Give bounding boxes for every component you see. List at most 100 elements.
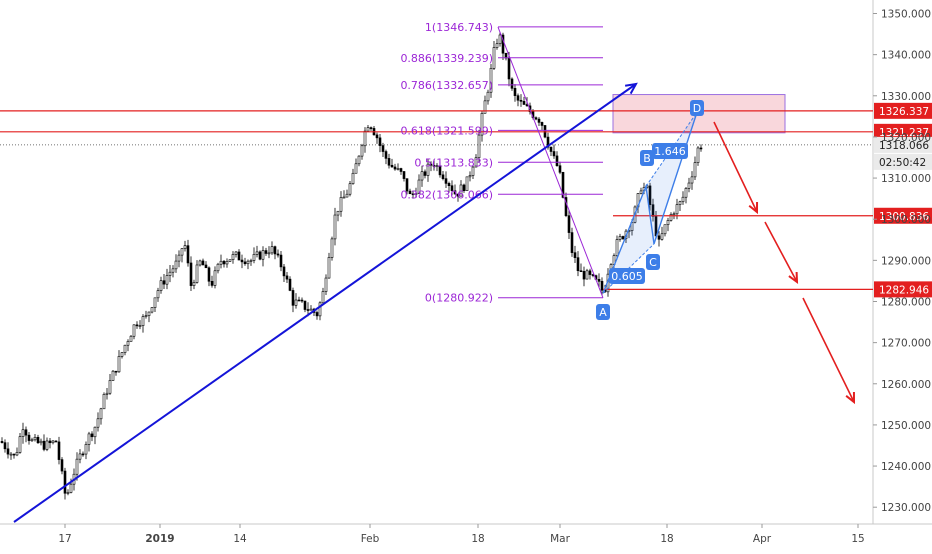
fib-level-label: 1(1346.743) xyxy=(425,21,493,34)
candle-body xyxy=(285,275,289,280)
sr-price-tag xyxy=(874,123,932,140)
candle-body xyxy=(57,441,61,460)
candle-body xyxy=(45,440,49,450)
candle-body xyxy=(69,483,73,493)
price-axis: 1230.000 1240.000 1250.000 1260.000 1270.000… xyxy=(873,9,931,514)
projection-arrowhead xyxy=(788,271,799,285)
fib-level-label: 0.5(1313.833) xyxy=(414,156,493,169)
support-resistance-group: 1326.337 1321.237 1300.836 1282.946 xyxy=(0,102,932,298)
candle-body xyxy=(534,117,538,120)
candle-body xyxy=(33,436,37,441)
candle-body xyxy=(111,370,115,381)
candle-body xyxy=(279,254,283,268)
candle-body xyxy=(138,325,142,327)
candle-body xyxy=(615,239,619,256)
candle-body xyxy=(564,197,568,216)
candle-body xyxy=(39,440,43,444)
candle-body xyxy=(417,179,421,194)
candle-body xyxy=(585,270,589,280)
candle-body xyxy=(414,193,418,195)
candle-body xyxy=(450,185,454,192)
fib-trend-line xyxy=(497,26,604,298)
candle-body xyxy=(210,280,214,286)
sr-price-tag xyxy=(874,102,932,119)
candle-body xyxy=(333,214,337,240)
fib-level-label: 0.618(1321.599) xyxy=(400,124,493,137)
candle-body xyxy=(693,162,697,178)
candle-body xyxy=(555,155,559,167)
candle-body xyxy=(600,281,604,291)
candle-body xyxy=(306,309,310,311)
candle-body xyxy=(465,176,469,192)
candle-body xyxy=(93,426,97,438)
candle-body xyxy=(486,91,490,102)
x-tick-label: 2019 xyxy=(145,533,174,545)
candle-body xyxy=(42,440,46,450)
candle-body xyxy=(168,271,172,276)
pattern-legs xyxy=(602,112,698,294)
trendline-arrowhead xyxy=(624,82,638,95)
candle-body xyxy=(393,166,397,170)
candle-body xyxy=(198,260,202,266)
candle-body xyxy=(12,453,16,456)
candle-body xyxy=(579,270,583,273)
projection-arrow xyxy=(713,121,758,213)
candle-body xyxy=(300,299,304,302)
pattern-ratio-label: 1.646 xyxy=(654,145,686,158)
pattern-point-badge xyxy=(640,150,654,166)
candle-body xyxy=(513,87,517,96)
candle-body xyxy=(663,224,667,235)
candle-body xyxy=(63,470,67,494)
candle-body xyxy=(246,260,250,265)
candle-body xyxy=(174,260,178,270)
candle-body xyxy=(243,261,247,265)
candle-body xyxy=(339,197,343,212)
candle-body xyxy=(87,433,91,445)
pattern-ratio-badge xyxy=(652,143,688,159)
candle-body xyxy=(495,43,499,48)
pattern-ratio-label: 0.605 xyxy=(611,270,643,283)
candle-body xyxy=(297,299,301,302)
candle-body xyxy=(519,99,523,102)
candle-body xyxy=(456,193,460,197)
candle-body xyxy=(696,147,700,163)
candle-body xyxy=(471,166,475,176)
candle-body xyxy=(228,259,232,262)
candle-body xyxy=(90,433,94,438)
pattern-point-badge xyxy=(690,100,704,116)
pattern-point-label: B xyxy=(643,152,651,165)
candle-body xyxy=(429,163,433,166)
candle-body xyxy=(66,492,70,494)
candle-body xyxy=(96,418,100,428)
y-tick-label: 1250.000 xyxy=(881,420,931,432)
candle-body xyxy=(366,127,370,132)
candle-body xyxy=(666,220,670,226)
projection-arrows-group xyxy=(713,121,856,405)
candle-body xyxy=(405,178,409,192)
candle-body xyxy=(381,145,385,152)
candle-body xyxy=(258,251,262,260)
candle-body xyxy=(567,215,571,233)
candle-body xyxy=(573,252,577,258)
candle-body xyxy=(222,260,226,265)
candle-body xyxy=(327,257,331,279)
candle-body xyxy=(303,300,307,310)
candle-body xyxy=(648,185,652,206)
candle-body xyxy=(351,172,355,185)
candle-body xyxy=(252,254,256,261)
candle-body xyxy=(126,341,130,346)
candle-body xyxy=(375,134,379,139)
candle-body xyxy=(561,172,565,198)
candle-body xyxy=(219,260,223,265)
candle-body xyxy=(15,452,19,456)
y-tick-label: 1340.000 xyxy=(881,50,931,62)
candle-body xyxy=(324,277,328,292)
candle-body xyxy=(597,279,601,282)
sr-price-label: 1300.836 xyxy=(879,211,929,223)
candle-body xyxy=(159,280,163,291)
candle-body xyxy=(51,440,55,444)
current-price-tag xyxy=(874,136,932,153)
candle-body xyxy=(120,352,124,357)
candle-body xyxy=(690,176,694,184)
